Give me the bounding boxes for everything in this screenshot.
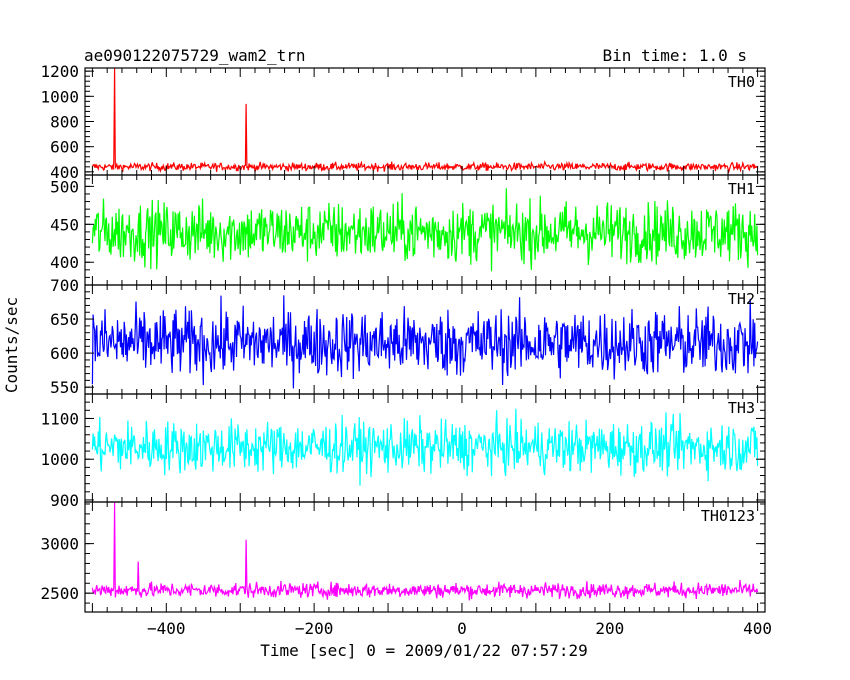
- series-line-th0: [92, 68, 758, 174]
- y-tick-label: 1200: [40, 62, 79, 81]
- y-tick-label: 450: [50, 215, 79, 234]
- x-tick-label: 200: [595, 619, 624, 638]
- y-tick-label: 650: [50, 310, 79, 329]
- panels-group: TH0 400 600 800 1000 1200 TH1 400 450 500 TH2 550 60…: [40, 62, 772, 638]
- y-tick-label: 500: [50, 177, 79, 196]
- chart-title: ae090122075729_wam2_trn: [84, 46, 306, 65]
- y-axis-label: Counts/sec: [2, 297, 21, 393]
- y-tick-label: 400: [50, 253, 79, 272]
- series-line-th3: [91, 408, 759, 486]
- panel-label-th0123: TH0123: [701, 507, 755, 525]
- panel-label-th3: TH3: [728, 399, 755, 417]
- y-tick-label: 1000: [40, 450, 79, 469]
- y-tick-label: 2500: [40, 584, 79, 603]
- panel-label-th2: TH2: [728, 290, 755, 308]
- panel-frame-th0123: [84, 501, 766, 613]
- y-tick-label: 600: [50, 138, 79, 157]
- y-tick-label: 550: [50, 378, 79, 397]
- x-axis-label: Time [sec] 0 = 2009/01/22 07:57:29: [260, 641, 588, 660]
- panel-label-th1: TH1: [728, 180, 755, 198]
- series-line-th1: [91, 188, 759, 272]
- series-line-th2: [91, 295, 759, 389]
- y-tick-label: 900: [50, 491, 79, 510]
- panel-label-th0: TH0: [728, 73, 755, 91]
- x-tick-label: −200: [295, 619, 334, 638]
- y-tick-label: 700: [50, 276, 79, 295]
- y-tick-label: 800: [50, 113, 79, 132]
- panel-frame-th0: [84, 67, 766, 176]
- bin-time-label: Bin time: 1.0 s: [603, 46, 748, 65]
- x-tick-label: 0: [457, 619, 467, 638]
- y-tick-label: 400: [50, 163, 79, 182]
- y-tick-label: 600: [50, 344, 79, 363]
- x-tick-label: −400: [147, 619, 186, 638]
- x-tick-label: 400: [743, 619, 772, 638]
- series-line-th0123: [91, 502, 759, 601]
- y-tick-label: 3000: [40, 535, 79, 554]
- y-tick-label: 1100: [40, 409, 79, 428]
- y-tick-label: 1000: [40, 87, 79, 106]
